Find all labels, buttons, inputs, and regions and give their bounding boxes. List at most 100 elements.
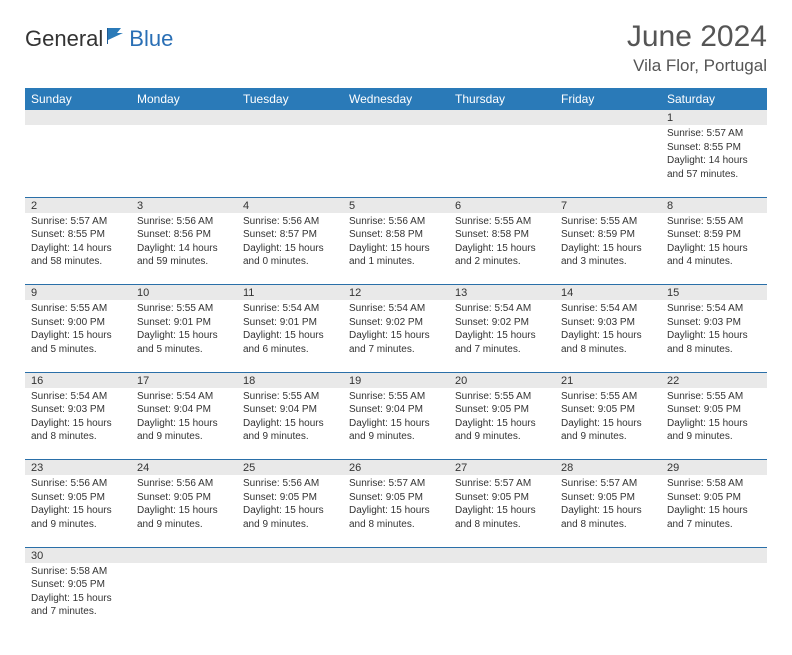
day-info: Sunrise: 5:54 AMSunset: 9:01 PMDaylight:… [237, 300, 343, 360]
day-info: Sunrise: 5:56 AMSunset: 9:05 PMDaylight:… [131, 475, 237, 535]
day-info: Sunrise: 5:57 AMSunset: 9:05 PMDaylight:… [343, 475, 449, 535]
day-info: Sunrise: 5:56 AMSunset: 8:57 PMDaylight:… [237, 213, 343, 273]
day-info: Sunrise: 5:57 AMSunset: 8:55 PMDaylight:… [25, 213, 131, 273]
day-info: Sunrise: 5:55 AMSunset: 9:05 PMDaylight:… [661, 388, 767, 448]
day-cell: Sunrise: 5:55 AMSunset: 8:59 PMDaylight:… [555, 213, 661, 285]
day-number: 18 [237, 372, 343, 388]
day-number: 19 [343, 372, 449, 388]
day-number: 10 [131, 285, 237, 301]
day-cell: Sunrise: 5:55 AMSunset: 8:58 PMDaylight:… [449, 213, 555, 285]
day-number: 26 [343, 460, 449, 476]
day-cell [131, 563, 237, 635]
daynum-row: 30 [25, 547, 767, 563]
day-info: Sunrise: 5:56 AMSunset: 8:56 PMDaylight:… [131, 213, 237, 273]
day-number: 7 [555, 197, 661, 213]
info-row: Sunrise: 5:54 AMSunset: 9:03 PMDaylight:… [25, 388, 767, 460]
day-cell: Sunrise: 5:54 AMSunset: 9:03 PMDaylight:… [555, 300, 661, 372]
day-number: 15 [661, 285, 767, 301]
day-number: 27 [449, 460, 555, 476]
location-text: Vila Flor, Portugal [627, 56, 767, 76]
day-cell: Sunrise: 5:55 AMSunset: 9:05 PMDaylight:… [661, 388, 767, 460]
weekday-header: Tuesday [237, 88, 343, 110]
day-number [343, 110, 449, 125]
day-cell [449, 125, 555, 197]
day-cell: Sunrise: 5:55 AMSunset: 9:00 PMDaylight:… [25, 300, 131, 372]
day-info: Sunrise: 5:55 AMSunset: 9:01 PMDaylight:… [131, 300, 237, 360]
day-cell [449, 563, 555, 635]
day-info: Sunrise: 5:54 AMSunset: 9:03 PMDaylight:… [661, 300, 767, 360]
day-cell [343, 125, 449, 197]
header: General Blue June 2024 Vila Flor, Portug… [25, 20, 767, 76]
day-number: 23 [25, 460, 131, 476]
day-number [555, 110, 661, 125]
day-cell: Sunrise: 5:58 AMSunset: 9:05 PMDaylight:… [661, 475, 767, 547]
day-info: Sunrise: 5:54 AMSunset: 9:02 PMDaylight:… [449, 300, 555, 360]
day-number: 8 [661, 197, 767, 213]
day-number: 1 [661, 110, 767, 125]
day-info: Sunrise: 5:54 AMSunset: 9:04 PMDaylight:… [131, 388, 237, 448]
day-cell: Sunrise: 5:57 AMSunset: 9:05 PMDaylight:… [449, 475, 555, 547]
day-cell: Sunrise: 5:54 AMSunset: 9:01 PMDaylight:… [237, 300, 343, 372]
day-info: Sunrise: 5:54 AMSunset: 9:03 PMDaylight:… [555, 300, 661, 360]
weekday-header: Thursday [449, 88, 555, 110]
day-number [343, 547, 449, 563]
day-number: 3 [131, 197, 237, 213]
day-info: Sunrise: 5:56 AMSunset: 9:05 PMDaylight:… [25, 475, 131, 535]
day-info: Sunrise: 5:55 AMSunset: 9:05 PMDaylight:… [449, 388, 555, 448]
title-block: June 2024 Vila Flor, Portugal [627, 20, 767, 76]
day-number: 4 [237, 197, 343, 213]
day-cell: Sunrise: 5:55 AMSunset: 9:04 PMDaylight:… [237, 388, 343, 460]
day-number: 22 [661, 372, 767, 388]
info-row: Sunrise: 5:57 AMSunset: 8:55 PMDaylight:… [25, 125, 767, 197]
day-number: 29 [661, 460, 767, 476]
day-number [449, 547, 555, 563]
day-cell: Sunrise: 5:57 AMSunset: 8:55 PMDaylight:… [25, 213, 131, 285]
day-cell [555, 563, 661, 635]
day-cell [25, 125, 131, 197]
brand-part1: General [25, 26, 103, 52]
info-row: Sunrise: 5:58 AMSunset: 9:05 PMDaylight:… [25, 563, 767, 635]
day-info: Sunrise: 5:55 AMSunset: 8:59 PMDaylight:… [661, 213, 767, 273]
day-number: 17 [131, 372, 237, 388]
weekday-header: Monday [131, 88, 237, 110]
weekday-header: Wednesday [343, 88, 449, 110]
day-info: Sunrise: 5:54 AMSunset: 9:02 PMDaylight:… [343, 300, 449, 360]
day-info: Sunrise: 5:55 AMSunset: 9:00 PMDaylight:… [25, 300, 131, 360]
day-cell: Sunrise: 5:54 AMSunset: 9:02 PMDaylight:… [343, 300, 449, 372]
day-number: 14 [555, 285, 661, 301]
day-info: Sunrise: 5:55 AMSunset: 9:04 PMDaylight:… [343, 388, 449, 448]
day-cell: Sunrise: 5:57 AMSunset: 8:55 PMDaylight:… [661, 125, 767, 197]
day-number: 25 [237, 460, 343, 476]
weekday-header-row: Sunday Monday Tuesday Wednesday Thursday… [25, 88, 767, 110]
day-number: 28 [555, 460, 661, 476]
day-cell: Sunrise: 5:54 AMSunset: 9:04 PMDaylight:… [131, 388, 237, 460]
daynum-row: 1 [25, 110, 767, 125]
day-number: 21 [555, 372, 661, 388]
day-number: 20 [449, 372, 555, 388]
day-number [237, 547, 343, 563]
info-row: Sunrise: 5:57 AMSunset: 8:55 PMDaylight:… [25, 213, 767, 285]
page-title: June 2024 [627, 20, 767, 54]
day-info: Sunrise: 5:54 AMSunset: 9:03 PMDaylight:… [25, 388, 131, 448]
day-number: 24 [131, 460, 237, 476]
day-info: Sunrise: 5:55 AMSunset: 9:04 PMDaylight:… [237, 388, 343, 448]
day-info: Sunrise: 5:57 AMSunset: 9:05 PMDaylight:… [555, 475, 661, 535]
weekday-header: Friday [555, 88, 661, 110]
day-cell: Sunrise: 5:55 AMSunset: 9:05 PMDaylight:… [555, 388, 661, 460]
calendar-table: Sunday Monday Tuesday Wednesday Thursday… [25, 88, 767, 635]
day-cell [237, 125, 343, 197]
day-cell: Sunrise: 5:55 AMSunset: 9:05 PMDaylight:… [449, 388, 555, 460]
day-info: Sunrise: 5:55 AMSunset: 9:05 PMDaylight:… [555, 388, 661, 448]
day-info: Sunrise: 5:55 AMSunset: 8:59 PMDaylight:… [555, 213, 661, 273]
daynum-row: 16171819202122 [25, 372, 767, 388]
day-number [237, 110, 343, 125]
info-row: Sunrise: 5:56 AMSunset: 9:05 PMDaylight:… [25, 475, 767, 547]
daynum-row: 23242526272829 [25, 460, 767, 476]
day-cell: Sunrise: 5:54 AMSunset: 9:03 PMDaylight:… [661, 300, 767, 372]
day-info: Sunrise: 5:57 AMSunset: 8:55 PMDaylight:… [661, 125, 767, 185]
day-cell: Sunrise: 5:54 AMSunset: 9:03 PMDaylight:… [25, 388, 131, 460]
day-info: Sunrise: 5:55 AMSunset: 8:58 PMDaylight:… [449, 213, 555, 273]
day-cell: Sunrise: 5:56 AMSunset: 9:05 PMDaylight:… [237, 475, 343, 547]
info-row: Sunrise: 5:55 AMSunset: 9:00 PMDaylight:… [25, 300, 767, 372]
day-info: Sunrise: 5:56 AMSunset: 8:58 PMDaylight:… [343, 213, 449, 273]
